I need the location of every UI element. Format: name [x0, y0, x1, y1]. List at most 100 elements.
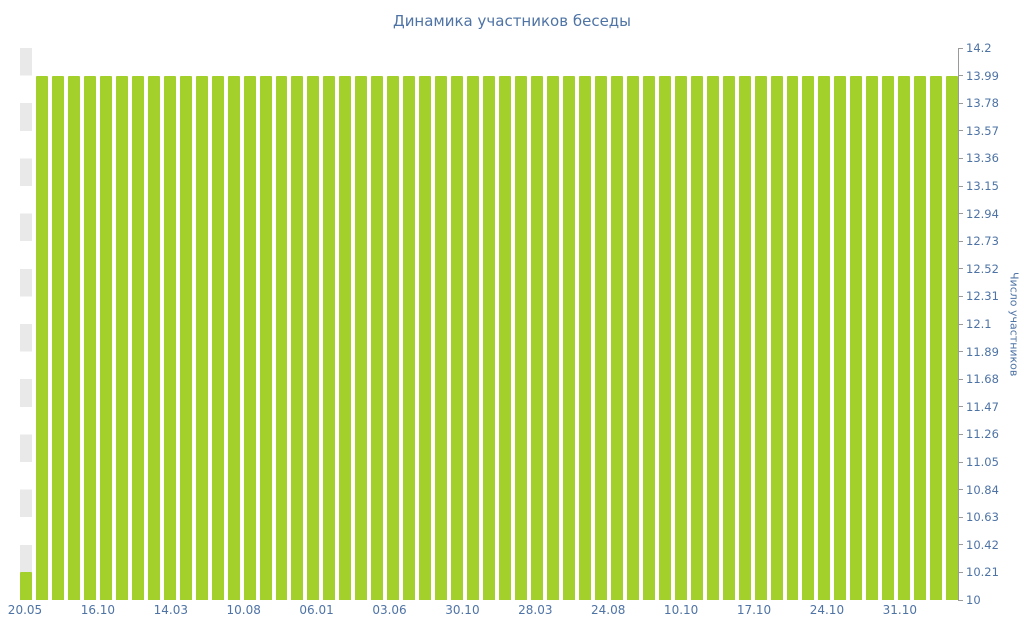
bar [546, 75, 559, 600]
y-tick-mark [958, 130, 963, 132]
y-tick-label: 12.73 [966, 234, 999, 249]
bar [786, 75, 799, 600]
bar [754, 75, 767, 600]
y-tick: 10.63 [958, 511, 999, 523]
y-tick-mark [958, 240, 963, 242]
bar [435, 75, 448, 600]
bar [227, 75, 240, 600]
y-tick-label: 14.2 [966, 41, 992, 55]
y-tick-label: 11.26 [966, 427, 999, 442]
bar [355, 75, 368, 600]
y-tick-mark [958, 102, 963, 104]
x-tick-label: 30.10 [445, 603, 480, 617]
y-tick: 12.31 [958, 290, 999, 302]
bar [818, 75, 831, 600]
bar [515, 75, 527, 600]
y-axis-ticks: 10 10.21 10.42 10.63 10.84 11.05 11.26 11.47 11.… [958, 42, 1022, 606]
bar [483, 75, 496, 600]
y-tick: 13.15 [958, 180, 999, 192]
x-axis-labels: 20.05 16.10 14.03 10.08 06.01 03.06 30.10 28.03… [8, 603, 958, 621]
bar [578, 75, 591, 600]
y-tick-label: 11.68 [966, 372, 999, 387]
x-tick-label: 10.08 [226, 603, 261, 617]
bar [642, 75, 655, 600]
y-tick-label: 13.57 [966, 123, 999, 138]
y-tick-mark [958, 599, 963, 601]
bar [115, 75, 128, 600]
bar [834, 75, 847, 600]
bar [499, 75, 512, 600]
x-tick-label: 28.03 [518, 603, 553, 617]
bar [930, 75, 943, 600]
x-tick-label: 10.10 [663, 603, 699, 617]
y-tick: 10.21 [958, 566, 999, 578]
x-tick-label: 24.10 [809, 603, 845, 617]
y-tick-label: 12.1 [966, 317, 992, 331]
bar [35, 75, 48, 600]
bar [674, 75, 687, 600]
bar [866, 75, 879, 600]
x-tick-label: 14.03 [153, 603, 188, 617]
y-tick-mark [958, 406, 963, 408]
chart-title: Динамика участников беседы [392, 12, 632, 30]
bar [243, 75, 256, 600]
x-tick-label: 24.08 [591, 603, 626, 617]
bar [882, 75, 895, 600]
bar [738, 75, 751, 600]
bar [83, 75, 96, 600]
bar [722, 75, 735, 600]
y-tick-label: 12.31 [966, 289, 999, 304]
y-axis-title: Число участников [1007, 271, 1021, 377]
y-tick-mark [958, 75, 963, 77]
bar [179, 75, 192, 600]
bar [387, 75, 400, 600]
y-tick: 12.73 [958, 235, 999, 247]
y-tick-label: 12.52 [966, 261, 999, 276]
y-tick-mark [958, 185, 963, 187]
y-tick-label: 13.36 [966, 151, 999, 166]
y-tick-label: 10.84 [966, 482, 999, 497]
bar [67, 75, 80, 600]
y-tick: 10.84 [958, 484, 999, 496]
y-tick-mark [958, 516, 963, 518]
y-tick-mark [958, 295, 963, 297]
bar [850, 75, 863, 600]
bar [914, 75, 927, 600]
bar [451, 75, 464, 600]
y-tick-mark [958, 157, 963, 159]
y-tick-mark [958, 544, 963, 546]
y-tick: 12.52 [958, 263, 999, 275]
y-tick: 10 [958, 594, 981, 606]
y-tick-label: 10.21 [966, 565, 999, 580]
y-tick-mark [958, 461, 963, 463]
y-tick: 13.36 [958, 152, 999, 164]
bar [690, 75, 703, 600]
bar [658, 75, 671, 600]
x-tick-label: 06.01 [299, 603, 334, 617]
y-tick-mark [958, 268, 963, 270]
bar [20, 572, 32, 600]
y-tick-label: 11.47 [966, 399, 999, 414]
bar [339, 75, 352, 600]
y-tick-mark [958, 433, 963, 435]
bar [51, 75, 64, 600]
y-tick-label: 13.99 [966, 68, 999, 83]
bar [562, 75, 575, 600]
bar [371, 75, 384, 600]
y-tick-mark [958, 378, 963, 380]
bar [147, 75, 160, 600]
x-tick-label: 16.10 [80, 603, 116, 617]
bar [323, 75, 336, 600]
bar [163, 75, 176, 600]
bar [626, 75, 639, 600]
plot-area [20, 48, 959, 600]
background-band-stripes [20, 48, 32, 600]
bar [99, 75, 112, 600]
y-tick-label: 10 [966, 593, 981, 607]
x-tick-label: 03.06 [372, 603, 407, 617]
x-tick-label: 17.10 [736, 603, 772, 617]
bar [403, 75, 416, 600]
bar [419, 75, 432, 600]
bar [802, 75, 815, 600]
